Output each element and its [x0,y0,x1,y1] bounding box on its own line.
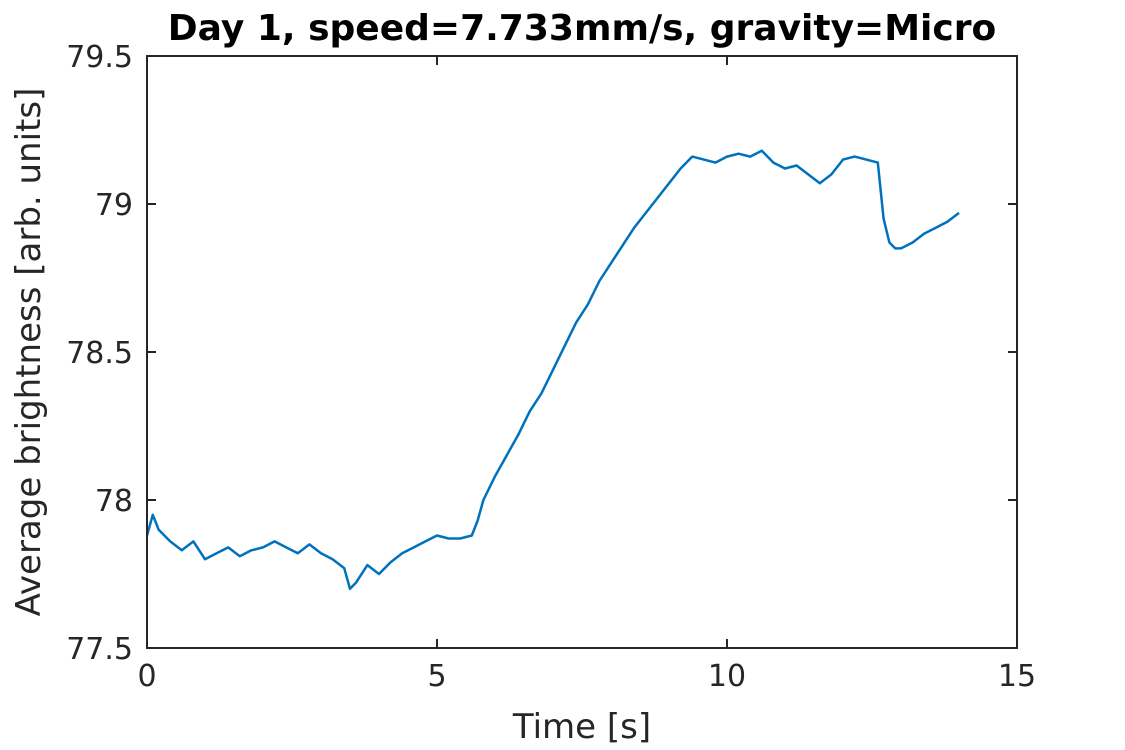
x-axis-label: Time [s] [512,707,651,747]
ticks-layer: 0 5 10 15 77.5 78 78.5 79 79.5 [66,40,1036,694]
x-tick-label: 10 [708,659,746,694]
y-axis-label: Average brightness [arb. units] [9,88,49,617]
y-tick-label: 79 [95,188,133,223]
series-layer [145,149,960,591]
y-tick-label: 78.5 [66,336,133,371]
chart-title: Day 1, speed=7.733mm/s, gravity=Micro [168,8,996,49]
y-tick-label: 78 [95,484,133,519]
x-tick-label: 0 [137,659,156,694]
y-tick-label: 77.5 [66,632,133,667]
x-tick-label: 15 [998,659,1036,694]
axes-box [146,55,1018,649]
y-tick-label: 79.5 [66,40,133,75]
x-tick-label: 5 [427,659,446,694]
series-line-0 [145,149,960,591]
plot-area [147,56,1017,648]
